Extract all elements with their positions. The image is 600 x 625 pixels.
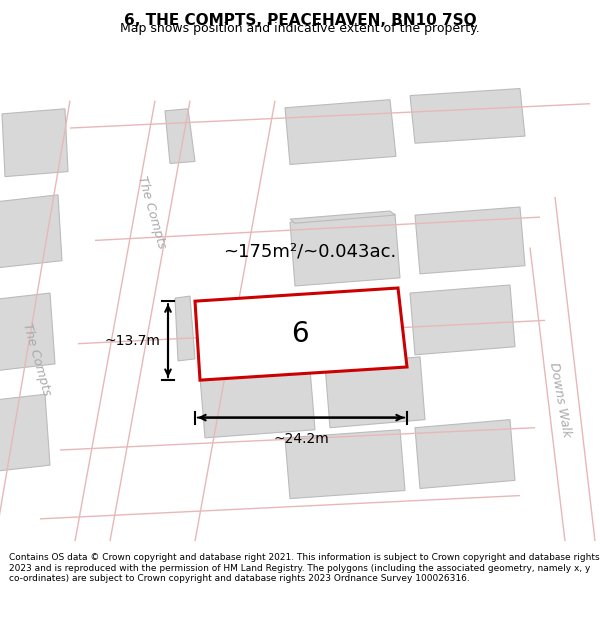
Text: ~175m²/~0.043ac.: ~175m²/~0.043ac.: [223, 242, 397, 261]
Text: Contains OS data © Crown copyright and database right 2021. This information is : Contains OS data © Crown copyright and d…: [9, 554, 599, 583]
Polygon shape: [0, 394, 50, 472]
Polygon shape: [165, 109, 195, 164]
Text: The Compts: The Compts: [136, 174, 169, 250]
Polygon shape: [290, 214, 400, 286]
Polygon shape: [410, 285, 515, 355]
Text: The Compts: The Compts: [20, 321, 53, 397]
Polygon shape: [290, 211, 395, 223]
Polygon shape: [415, 419, 515, 489]
Polygon shape: [195, 288, 407, 380]
Text: 6: 6: [291, 320, 309, 348]
Text: Map shows position and indicative extent of the property.: Map shows position and indicative extent…: [120, 22, 480, 35]
Polygon shape: [325, 357, 425, 428]
Text: ~13.7m: ~13.7m: [104, 334, 160, 348]
Polygon shape: [410, 89, 525, 143]
Polygon shape: [175, 296, 195, 361]
Polygon shape: [0, 293, 55, 371]
Polygon shape: [200, 369, 315, 438]
Text: 6, THE COMPTS, PEACEHAVEN, BN10 7SQ: 6, THE COMPTS, PEACEHAVEN, BN10 7SQ: [124, 12, 476, 28]
Text: Downs Walk: Downs Walk: [547, 361, 573, 438]
Polygon shape: [285, 430, 405, 499]
Text: ~24.2m: ~24.2m: [273, 432, 329, 446]
Polygon shape: [285, 99, 396, 164]
Polygon shape: [415, 207, 525, 274]
Polygon shape: [2, 109, 68, 177]
Polygon shape: [0, 195, 62, 268]
